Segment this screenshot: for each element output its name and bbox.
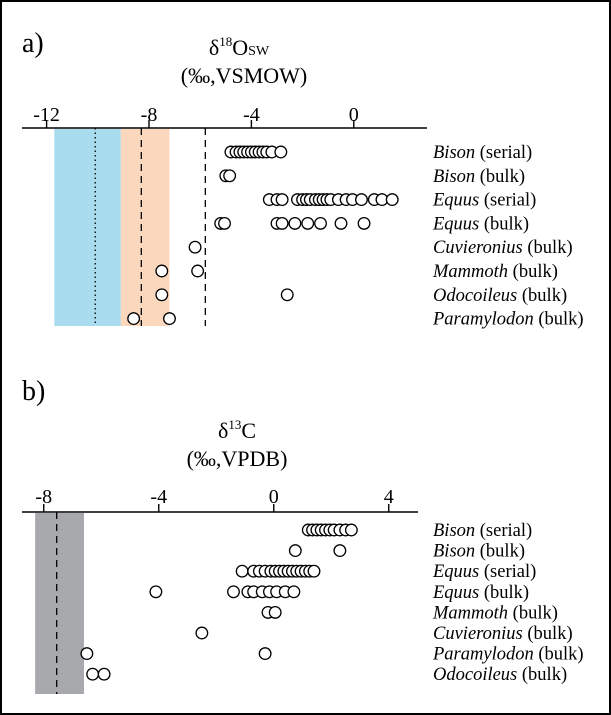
panel-a-data-point (127, 312, 141, 326)
panel-b-data-point (149, 585, 163, 599)
panel-a-data-point (275, 216, 289, 230)
panel-a-tick-label: -12 (33, 104, 60, 126)
panel-b-data-point (268, 605, 282, 619)
panel-a-data-point (357, 216, 371, 230)
panel-a-data-point (314, 216, 327, 230)
panel-b-tick-label: 4 (384, 486, 394, 508)
panel-a-data-point (385, 193, 399, 207)
panel-a: a) δ18OSW (‰,VSMOW) -12 -8 -4 0 Bison (seri… (22, 28, 584, 330)
panel-b-series-label: Odocoileus (bulk) (433, 665, 567, 685)
panel-b-axis-title: δ13C (218, 417, 256, 443)
panel-a-points (127, 145, 399, 326)
panel-a-axis-title: δ18OSW (209, 34, 270, 60)
panel-a-data-point (188, 240, 202, 254)
panel-a-data-point (280, 288, 294, 302)
panel-a-data-point (218, 216, 231, 230)
panel-a-bands (54, 129, 170, 326)
panel-a-tick-label: -4 (243, 104, 260, 126)
panel-b-label: b) (22, 376, 45, 407)
panel-b-series-label: Mammoth (bulk) (432, 603, 558, 623)
panel-a-series-label: Paramylodon (bulk) (432, 310, 584, 330)
panel-b-band-0 (35, 513, 84, 694)
panel-b-ticks: -8 -4 0 4 (35, 486, 394, 512)
panel-a-series-labels: Bison (serial) Bison (bulk) Equus (serial)… (432, 143, 584, 330)
panel-a-data-point (155, 264, 169, 278)
panel-a-band-0 (54, 129, 121, 326)
panel-a-series-label: Cuvieronius (bulk) (433, 238, 573, 258)
panel-b-tick-label: 0 (269, 486, 279, 508)
panel-a-data-point (155, 288, 169, 302)
panel-b-data-point (86, 667, 100, 681)
panel-a-data-point (301, 216, 315, 230)
panel-a-tick-label: -8 (141, 104, 158, 126)
panel-b-series-labels: Bison (serial)Bison (bulk)Equus (serial)… (432, 521, 584, 685)
panel-a-reference-lines (94, 128, 206, 326)
panel-a-series-label: Mammoth (bulk) (432, 262, 558, 282)
panel-a-series-label: Odocoileus (bulk) (433, 286, 567, 306)
panel-b-tick-label: -4 (150, 486, 167, 508)
panel-b-data-point (97, 667, 111, 681)
panel-a-data-point (223, 169, 237, 183)
panel-a-series-label: Bison (serial) (433, 143, 532, 163)
panel-b-series-label: Bison (serial) (433, 521, 532, 541)
panel-b-series-label: Equus (serial) (432, 562, 536, 582)
panel-b-data-point (333, 544, 347, 558)
panel-b-data-point (344, 523, 358, 537)
panel-a-data-point (288, 216, 302, 230)
panel-b-data-point (80, 647, 94, 661)
panel-a-ticks: -12 -8 -4 0 (33, 104, 359, 128)
panel-a-series-label: Equus (bulk) (432, 214, 529, 234)
panel-b-series-label: Equus (bulk) (432, 583, 529, 603)
panel-a-data-point (355, 193, 368, 207)
panel-b: b) δ13C (‰,VPDB) -8 -4 0 4 Bison (serial)Bi… (22, 376, 584, 694)
panel-b-data-point (258, 647, 272, 661)
panel-a-data-point (334, 216, 348, 230)
panel-b-data-point (227, 585, 240, 599)
panel-a-tick-label: 0 (349, 104, 359, 126)
panel-b-data-point (288, 544, 302, 558)
panel-b-data-point (287, 585, 301, 599)
panel-a-label: a) (22, 28, 44, 59)
panel-a-data-point (275, 193, 289, 207)
panel-b-bands (35, 513, 84, 694)
panel-b-data-point (235, 564, 249, 578)
panel-a-series-label: Bison (bulk) (433, 167, 525, 187)
panel-a-series-label: Equus (serial) (432, 191, 536, 211)
panel-b-series-label: Paramylodon (bulk) (432, 645, 584, 665)
panel-b-data-point (195, 626, 209, 640)
panel-b-data-point (307, 564, 321, 578)
panel-b-tick-label: -8 (35, 486, 52, 508)
panel-a-data-point (191, 264, 205, 278)
panel-a-data-point (163, 312, 176, 326)
panel-b-series-label: Bison (bulk) (433, 542, 525, 562)
panel-a-data-point (274, 145, 288, 159)
panel-a-axis-unit: (‰,VSMOW) (181, 63, 308, 88)
panel-b-axis-unit: (‰,VPDB) (187, 446, 288, 471)
panel-b-points (80, 523, 358, 681)
panel-b-series-label: Cuvieronius (bulk) (433, 624, 573, 644)
